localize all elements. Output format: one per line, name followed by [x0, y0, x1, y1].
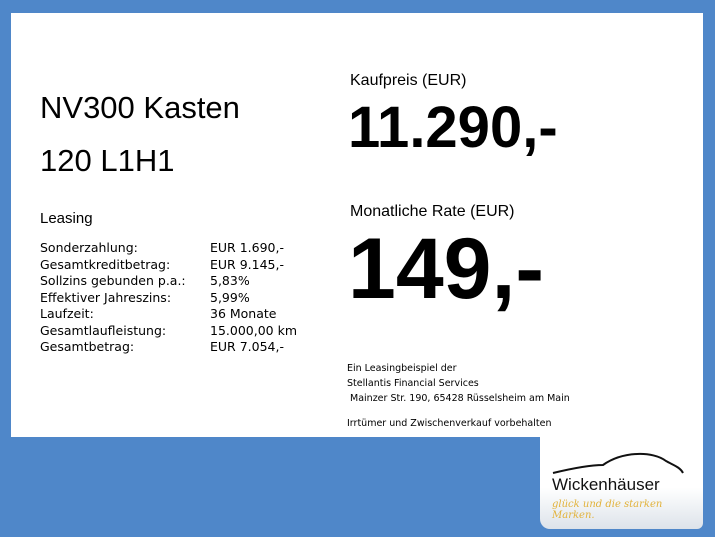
leasing-heading: Leasing [40, 210, 93, 227]
dealer-logo: Wickenhäuser glück und die starken Marke… [540, 437, 703, 529]
dealer-name: Wickenhäuser [552, 475, 660, 494]
spec-row: Gesamtbetrag: EUR 7.054,- [40, 339, 297, 356]
car-silhouette-icon [552, 452, 684, 474]
spec-value: 15.000,00 km [210, 322, 298, 338]
rate-value: 149,- [348, 221, 545, 317]
rate-label: Monatliche Rate (EUR) [350, 203, 515, 220]
spec-label: Laufzeit: [40, 306, 94, 321]
price-value: 11.290,- [348, 95, 558, 160]
price-label: Kaufpreis (EUR) [350, 72, 467, 89]
spec-value: EUR 1.690,- [210, 240, 284, 255]
vehicle-title: NV300 Kasten [40, 90, 240, 125]
disclaimer-line: Stellantis Financial Services [347, 378, 479, 389]
dealer-slogan: glück und die starken Marken. [552, 499, 663, 521]
vehicle-variant: 120 L1H1 [40, 143, 175, 178]
spec-label: Gesamtkreditbetrag: [40, 256, 171, 272]
spec-value: EUR 9.145,- [210, 256, 284, 272]
spec-row: Gesamtkreditbetrag: EUR 9.145,- [40, 257, 297, 274]
ad-panel [11, 13, 703, 437]
spec-label: Sonderzahlung: [40, 240, 138, 255]
disclaimer-line: Irrtümer und Zwischenverkauf vorbehalten [347, 418, 552, 429]
disclaimer-line [347, 405, 570, 416]
spec-value: 5,83% [210, 273, 250, 288]
spec-row: Effektiver Jahreszins: 5,99% [40, 290, 297, 307]
disclaimer: Ein Leasingbeispiel der Stellantis Finan… [347, 361, 570, 431]
spec-row: Laufzeit: 36 Monate [40, 306, 297, 323]
spec-label: Gesamtbetrag: [40, 339, 135, 354]
spec-row: Gesamtlaufleistung: 15.000,00 km [40, 323, 297, 340]
disclaimer-line: Mainzer Str. 190, 65428 Rüsselsheim am M… [347, 393, 570, 404]
spec-value: 36 Monate [210, 306, 277, 321]
leasing-specs: Sonderzahlung: EUR 1.690,- Gesamtkreditbet… [40, 240, 297, 356]
spec-label: Effektiver Jahreszins: [40, 289, 172, 305]
spec-row: Sollzins gebunden p.a.: 5,83% [40, 273, 297, 290]
spec-label: Sollzins gebunden p.a.: [40, 273, 186, 288]
spec-label: Gesamtlaufleistung: [40, 322, 167, 338]
spec-row: Sonderzahlung: EUR 1.690,- [40, 240, 297, 257]
disclaimer-line: Ein Leasingbeispiel der [347, 363, 457, 374]
spec-value: 5,99% [210, 289, 250, 305]
spec-value: EUR 7.054,- [210, 339, 284, 354]
